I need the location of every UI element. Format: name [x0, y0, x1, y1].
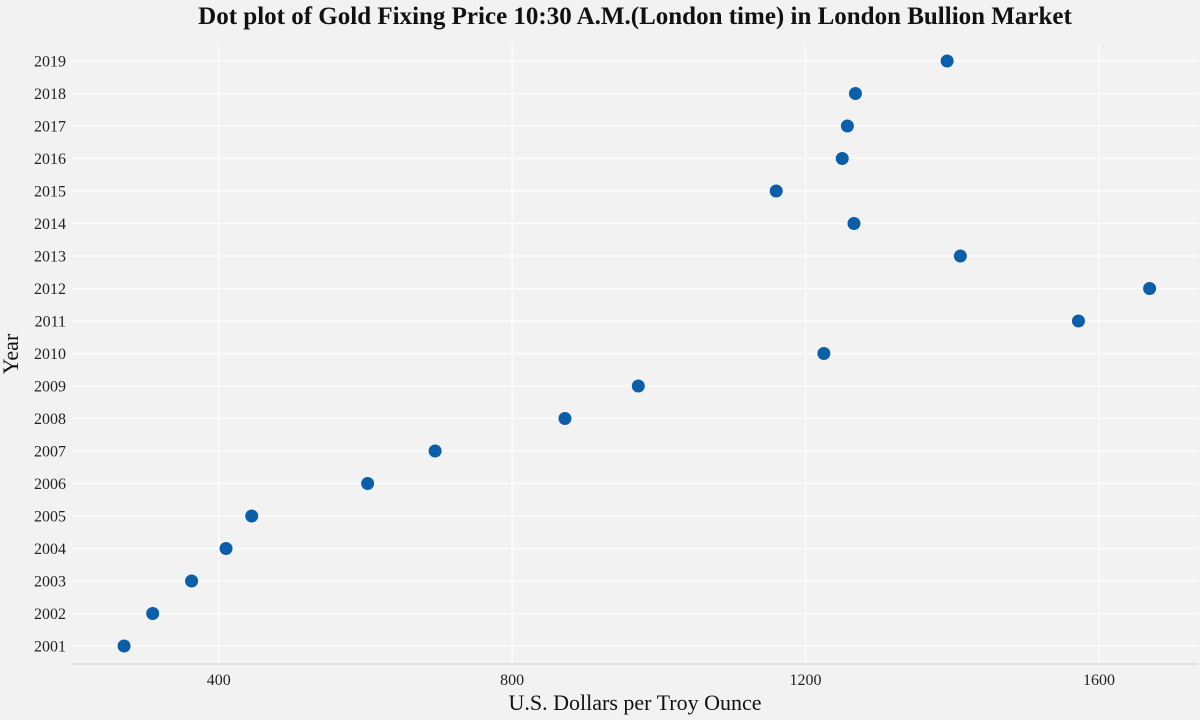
- x-axis-label: U.S. Dollars per Troy Ounce: [509, 690, 762, 715]
- y-tick-label: 2019: [34, 54, 66, 71]
- data-point-2008: [558, 412, 572, 425]
- data-point-2011: [1071, 314, 1085, 328]
- data-point-2012: [1143, 282, 1157, 295]
- data-point-2017: [840, 119, 854, 133]
- x-tick-label: 400: [207, 672, 231, 689]
- y-tick-label: 2001: [34, 639, 66, 656]
- x-tick-label: 1600: [1083, 672, 1115, 689]
- x-tick-label: 1200: [790, 672, 822, 689]
- y-tick-labels: 2001 2002 2003 2004 2005 2006 2007 2008 2009 2010…: [34, 54, 66, 656]
- data-point-2018: [848, 87, 862, 100]
- x-tick-labels: 400 800 1200 1600: [207, 672, 1115, 689]
- data-point-2016: [835, 152, 849, 165]
- data-point-2014: [847, 217, 861, 230]
- y-tick-label: 2015: [34, 184, 66, 201]
- data-point-2010: [817, 347, 831, 360]
- y-tick-label: 2014: [34, 216, 66, 233]
- data-point-2005: [245, 509, 259, 523]
- data-point-2006: [361, 477, 375, 490]
- y-tick-label: 2009: [34, 379, 66, 396]
- y-tick-label: 2008: [34, 411, 66, 428]
- data-point-2003: [185, 574, 199, 588]
- data-point-2009: [631, 379, 645, 393]
- y-tick-label: 2004: [34, 541, 66, 558]
- y-tick-label: 2007: [34, 444, 66, 461]
- data-point-2001: [117, 639, 131, 653]
- y-tick-label: 2005: [34, 509, 66, 526]
- data-point-2002: [146, 607, 160, 620]
- data-point-2004: [219, 542, 233, 555]
- y-tick-label: 2013: [34, 249, 66, 266]
- y-axis-label: Year: [0, 333, 23, 374]
- y-tick-label: 2012: [34, 281, 66, 298]
- data-point-2015: [769, 184, 783, 198]
- y-tick-label: 2002: [34, 606, 66, 623]
- y-tick-label: 2017: [34, 119, 66, 136]
- y-tick-label: 2003: [34, 574, 66, 591]
- y-tick-label: 2010: [34, 346, 66, 363]
- chart-title: Dot plot of Gold Fixing Price 10:30 A.M.…: [198, 3, 1072, 30]
- x-tick-label: 800: [500, 672, 524, 689]
- data-point-2007: [428, 444, 442, 458]
- y-tick-label: 2018: [34, 86, 66, 103]
- y-tick-label: 2006: [34, 476, 66, 493]
- data-points: [117, 54, 1157, 653]
- data-point-2013: [953, 249, 967, 263]
- y-tick-label: 2016: [34, 151, 66, 168]
- data-point-2019: [940, 54, 954, 68]
- y-tick-label: 2011: [35, 314, 66, 331]
